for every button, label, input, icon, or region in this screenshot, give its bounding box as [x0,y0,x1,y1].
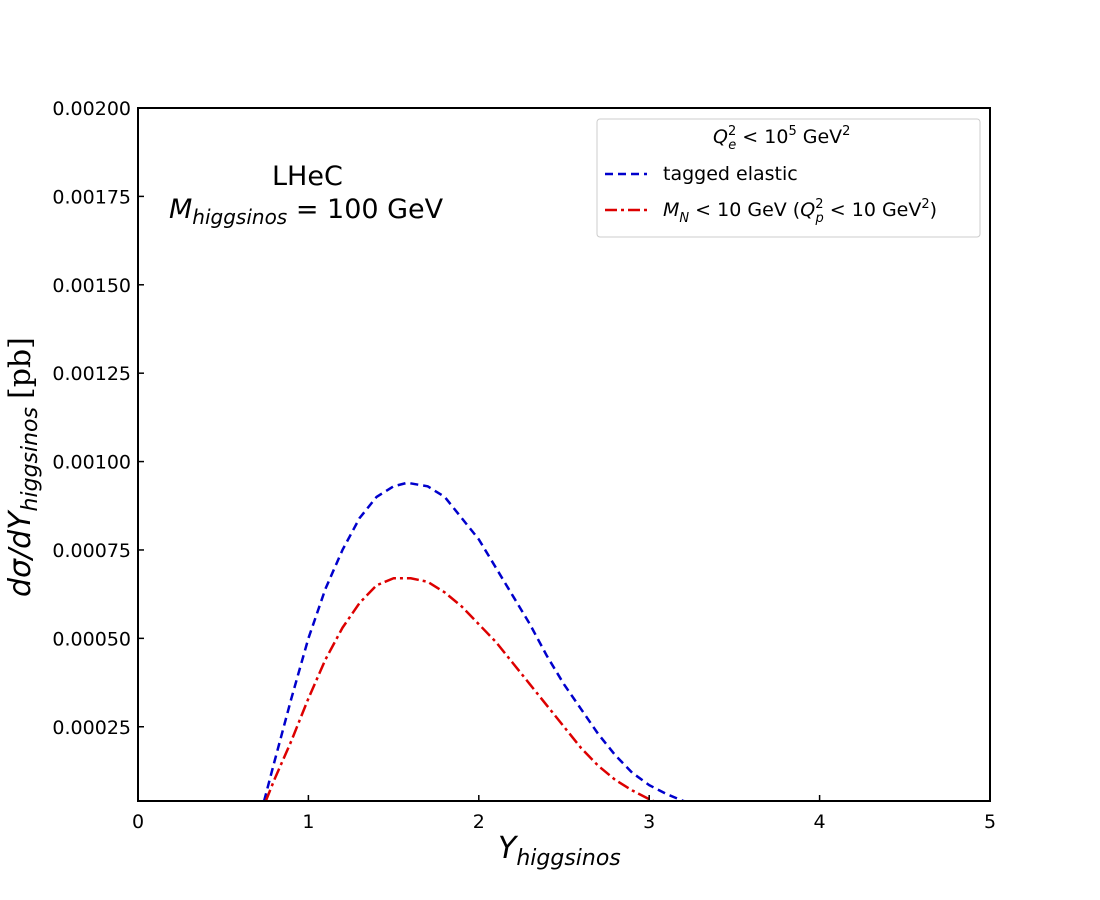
x-tick-label: 5 [984,811,996,833]
y-axis-label: dσ/dYhiggsinos[pb] [3,337,43,597]
annotation: LHeC Mhiggsinos = 100 GeV [169,161,444,229]
x-tick-label: 2 [473,811,485,833]
y-tick-label: 0.00025 [52,717,131,739]
annotation-line-1: LHeC [272,161,343,192]
annotation-line-2: Mhiggsinos = 100 GeV [169,194,444,229]
legend: Q2 e < 105 GeV2 tagged elastic MN < 10 Ge… [596,118,981,238]
x-tick-label: 4 [814,811,826,833]
x-tick-label: 0 [132,811,144,833]
plot-frame [137,107,991,802]
legend-label-tagged-elastic: tagged elastic [663,163,798,185]
legend-box [596,118,981,238]
y-tick-label: 0.00125 [52,363,131,385]
legend-label-mn: MN < 10 GeV (Q2 p < 10 GeV2) [663,197,937,226]
y-tick-label: 0.00050 [52,628,131,650]
y-tick-label: 0.00075 [52,540,131,562]
series-line-mn-10gev [264,577,657,801]
y-tick-label: 0.00200 [52,98,131,120]
legend-title: Q2 e < 105 GeV2 [713,124,850,153]
x-tick-label: 1 [302,811,314,833]
x-axis-label: Yhiggsinos [498,831,621,871]
y-tick-label: 0.00150 [52,275,131,297]
y-tick-label: 0.00175 [52,186,131,208]
series-line-tagged-elastic [262,481,689,801]
x-tick-label: 3 [643,811,655,833]
y-tick-label: 0.00100 [52,452,131,474]
